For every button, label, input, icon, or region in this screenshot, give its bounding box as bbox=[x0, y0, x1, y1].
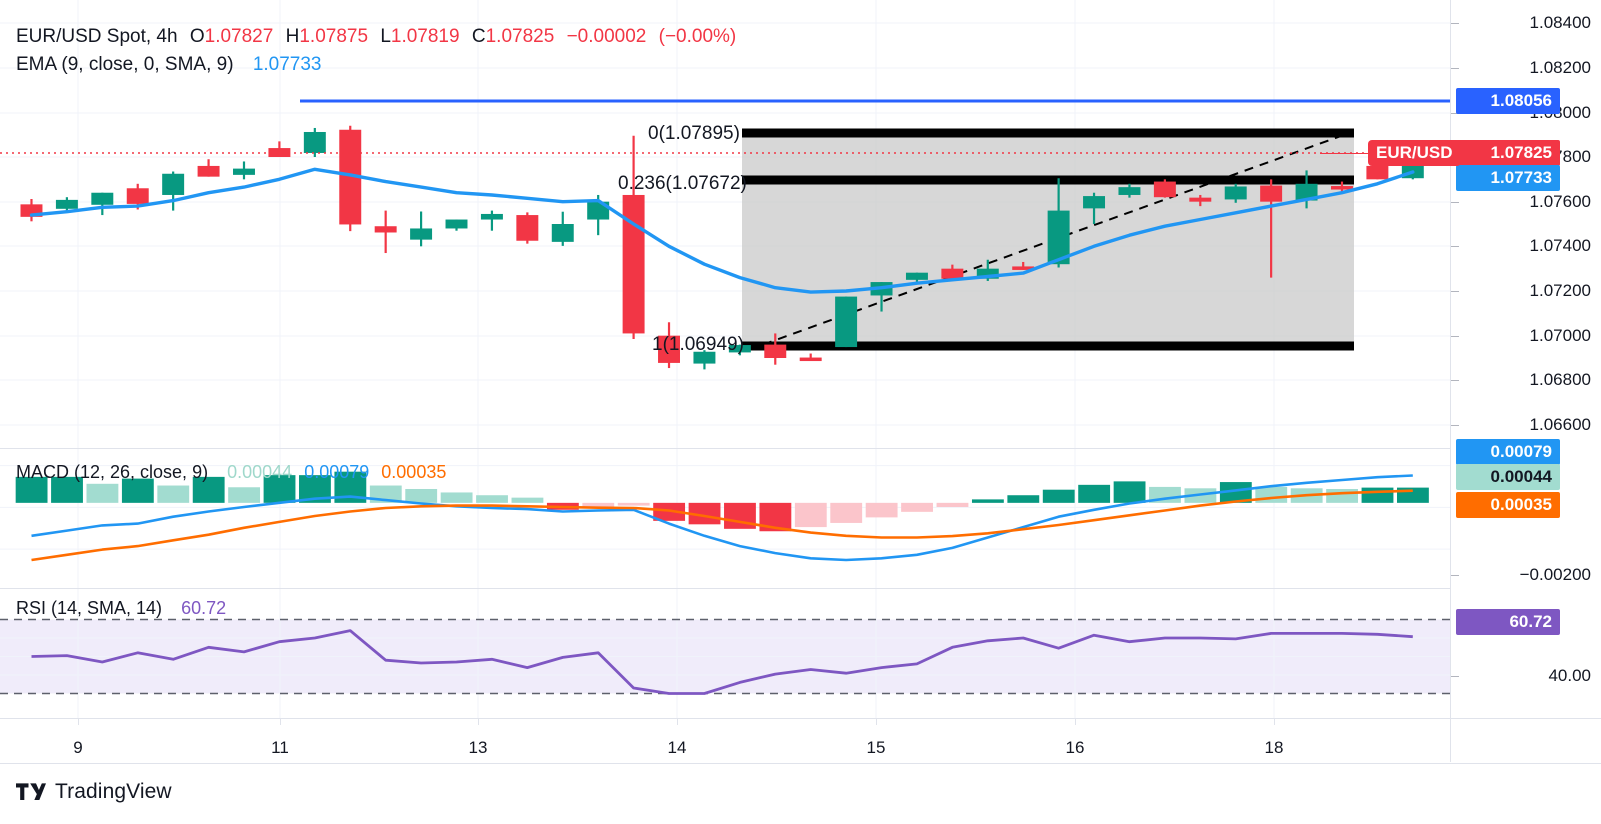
pane-separator-rsi[interactable] bbox=[0, 588, 1601, 589]
price-axis[interactable]: 1.08400 1.08200 1.08000 1.07800 1.07600 1.074… bbox=[1450, 0, 1601, 762]
price-axis-tick-mark bbox=[1450, 246, 1459, 247]
time-axis-label: 9 bbox=[73, 738, 83, 757]
macd-legend[interactable]: MACD (12, 26, close, 9) 0.00044 0.00079 … bbox=[16, 462, 446, 483]
price-axis-tick-mark bbox=[1450, 291, 1459, 292]
rsi-value: 60.72 bbox=[181, 598, 227, 618]
symbol-price-tag[interactable]: 1.07825 bbox=[1456, 140, 1560, 166]
time-axis-tick-mark bbox=[876, 718, 877, 725]
rsi-legend[interactable]: RSI (14, SMA, 14) 60.72 bbox=[16, 598, 226, 619]
macd-hist-tag[interactable]: 0.00044 bbox=[1456, 464, 1560, 490]
macd-pane[interactable] bbox=[0, 449, 1601, 588]
time-axis-tick-mark bbox=[1274, 718, 1275, 725]
macd-signal-tag[interactable]: 0.00035 bbox=[1456, 492, 1560, 518]
time-axis-label: 14 bbox=[667, 738, 687, 757]
horizontal-line-price-tag[interactable]: 1.08056 bbox=[1456, 88, 1560, 114]
price-axis-tick-mark bbox=[1450, 425, 1459, 426]
price-axis-divider bbox=[1450, 0, 1451, 762]
fib-level-label: 0.236(1.07672) bbox=[618, 173, 747, 194]
rsi-pane[interactable] bbox=[0, 589, 1601, 718]
time-axis[interactable]: 9 11 13 14 15 16 18 bbox=[0, 718, 1601, 762]
time-axis-label: 15 bbox=[866, 738, 886, 757]
ema-legend[interactable]: EMA (9, close, 0, SMA, 9) 1.07733 bbox=[16, 54, 322, 76]
price-axis-tick: 40.00 bbox=[1548, 666, 1591, 685]
macd-title: MACD (12, 26, close, 9) bbox=[16, 462, 209, 482]
ema-price-tag[interactable]: 1.07733 bbox=[1456, 165, 1560, 191]
rsi-value-tag[interactable]: 60.72 bbox=[1456, 609, 1560, 635]
time-axis-tick-mark bbox=[280, 718, 281, 725]
price-axis-tick-mark bbox=[1450, 676, 1459, 677]
symbol-title: EUR/USD Spot, 4h bbox=[16, 26, 178, 47]
price-axis-tick-mark bbox=[1450, 23, 1459, 24]
price-axis-tick: 1.06600 bbox=[1529, 415, 1591, 434]
ema-title: EMA (9, close, 0, SMA, 9) bbox=[16, 54, 234, 75]
tradingview-wordmark: TradingView bbox=[55, 780, 172, 803]
price-axis-tick: 1.08200 bbox=[1529, 58, 1591, 77]
price-axis-tick-mark bbox=[1450, 68, 1459, 69]
time-axis-tick-mark bbox=[478, 718, 479, 725]
tradingview-logo[interactable]: TradingView bbox=[16, 780, 172, 804]
time-axis-label: 16 bbox=[1065, 738, 1085, 757]
price-axis-tick-mark bbox=[1450, 575, 1459, 576]
symbol-legend[interactable]: EUR/USD Spot, 4h O1.07827 H1.07875 L1.07… bbox=[16, 26, 736, 48]
ohlc-open-value: 1.07827 bbox=[204, 26, 274, 47]
price-axis-tick: 1.07400 bbox=[1529, 236, 1591, 255]
time-axis-label: 11 bbox=[271, 738, 289, 757]
rsi-title: RSI (14, SMA, 14) bbox=[16, 598, 163, 618]
pane-separator-macd[interactable] bbox=[0, 448, 1601, 449]
symbol-badge[interactable]: EUR/USD bbox=[1368, 140, 1461, 166]
price-axis-tick: −0.00200 bbox=[1519, 565, 1591, 584]
price-axis-tick-mark bbox=[1450, 202, 1459, 203]
ohlc-low-value: 1.07819 bbox=[390, 26, 460, 47]
ohlc-open-label: O bbox=[189, 26, 205, 47]
fib-level-label: 0(1.07895) bbox=[648, 123, 740, 144]
price-axis-tick-mark bbox=[1450, 380, 1459, 381]
time-axis-label: 13 bbox=[468, 738, 488, 757]
price-axis-tick: 1.07000 bbox=[1529, 326, 1591, 345]
macd-signal-value: 0.00035 bbox=[381, 462, 447, 482]
macd-line-value: 0.00079 bbox=[304, 462, 370, 482]
tradingview-logo-icon bbox=[16, 782, 46, 800]
time-axis-tick-mark bbox=[1075, 718, 1076, 725]
time-axis-tick-mark bbox=[78, 718, 79, 725]
macd-hist-value: 0.00044 bbox=[227, 462, 293, 482]
price-pane[interactable] bbox=[0, 0, 1601, 448]
price-axis-tick-mark bbox=[1450, 336, 1459, 337]
change-percent: (−0.00%) bbox=[658, 26, 737, 47]
price-axis-tick: 1.07600 bbox=[1529, 192, 1591, 211]
macd-line-tag[interactable]: 0.00079 bbox=[1456, 439, 1560, 465]
ohlc-close-value: 1.07825 bbox=[485, 26, 555, 47]
price-axis-tick: 1.06800 bbox=[1529, 370, 1591, 389]
symbol-badge-connector bbox=[1320, 153, 1370, 154]
price-axis-tick: 1.07200 bbox=[1529, 281, 1591, 300]
time-axis-tick-mark bbox=[677, 718, 678, 725]
time-axis-label: 18 bbox=[1264, 738, 1284, 757]
ema-value: 1.07733 bbox=[252, 54, 322, 75]
ohlc-high-value: 1.07875 bbox=[299, 26, 369, 47]
price-axis-tick-mark bbox=[1450, 113, 1459, 114]
price-axis-tick: 1.08400 bbox=[1529, 13, 1591, 32]
ohlc-close-label: C bbox=[471, 26, 486, 47]
footer: TradingView bbox=[0, 763, 1601, 824]
time-axis-divider bbox=[0, 718, 1601, 719]
ohlc-high-label: H bbox=[285, 26, 300, 47]
change-absolute: −0.00002 bbox=[566, 26, 647, 47]
ohlc-low-label: L bbox=[380, 26, 391, 47]
fib-level-label: 1(1.06949) bbox=[652, 334, 744, 355]
